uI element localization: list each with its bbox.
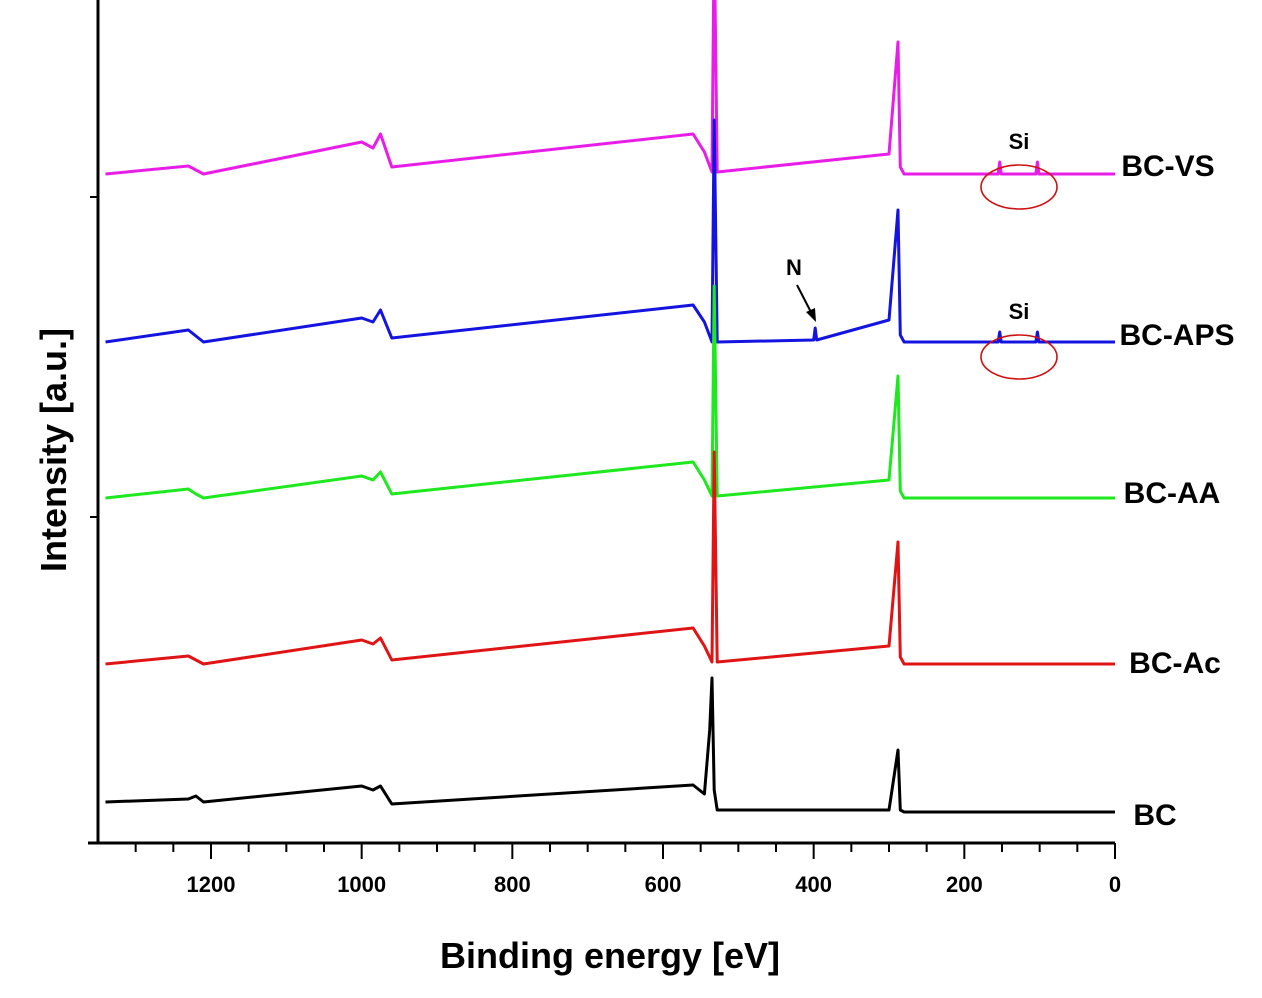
series-layer: BC-VS BC-APS BC-AA BC-Ac BC (105, 0, 1235, 832)
x-tick-label: 200 (946, 872, 983, 897)
x-tick-label: 1200 (187, 872, 236, 897)
n-arrow-head (806, 308, 816, 322)
si-annotation: Si (1009, 129, 1030, 154)
series-label-bc-vs: BC-VS (1121, 150, 1214, 183)
x-tick-label: 600 (645, 872, 682, 897)
annotation-layer: Si Si N (786, 129, 1058, 380)
n-annotation: N (786, 255, 802, 280)
series-line-bc (105, 676, 1115, 814)
series-line-bc-aps (105, 118, 1115, 344)
x-tick-label: 1000 (337, 872, 386, 897)
series-label-bc-aps: BC-APS (1119, 319, 1234, 352)
y-axis-title: Intensity [a.u.] (33, 328, 74, 572)
series-label-bc-ac: BC-Ac (1129, 647, 1221, 680)
axes: 1200 1000 800 600 400 200 0 (88, 0, 1121, 897)
series-line-bc-aa (105, 284, 1115, 500)
series-line-bc-ac (105, 450, 1115, 666)
x-tick-label: 800 (494, 872, 531, 897)
series-label-bc-aa: BC-AA (1124, 477, 1221, 510)
si-highlight-ellipse (980, 334, 1058, 380)
x-axis-title: Binding energy [eV] (440, 935, 780, 976)
si-highlight-ellipse (980, 164, 1058, 210)
series-label-bc: BC (1133, 799, 1176, 832)
series-line-bc-vs (105, 0, 1115, 176)
x-tick-label: 0 (1109, 872, 1121, 897)
x-tick-label: 400 (795, 872, 832, 897)
si-annotation: Si (1009, 299, 1030, 324)
